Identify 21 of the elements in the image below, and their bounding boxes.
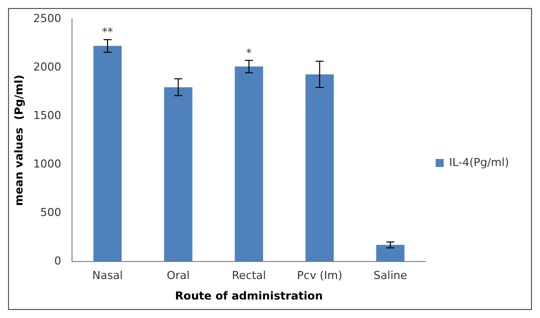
x-tick-label: Oral — [166, 269, 190, 282]
y-axis-title: mean values (Pg/ml) — [12, 74, 26, 206]
y-tick-label: 2000 — [33, 60, 62, 74]
x-tick-label: Pcv (Im) — [297, 269, 342, 282]
y-tick-label: 0 — [54, 254, 62, 268]
legend-label: IL-4(Pg/ml) — [449, 156, 510, 169]
bar — [93, 46, 122, 262]
y-tick-label: 2500 — [33, 12, 62, 25]
x-tick-label: Nasal — [92, 269, 123, 282]
x-tick-label: Saline — [374, 269, 408, 282]
annotation: ** — [102, 26, 114, 39]
annotation: * — [246, 46, 252, 60]
y-tick-label: 500 — [40, 206, 62, 219]
y-tick-label: 1500 — [33, 108, 62, 122]
x-tick-label: Rectal — [232, 269, 266, 282]
y-tick-label: 1000 — [33, 157, 62, 170]
bar — [164, 87, 192, 262]
bar — [376, 244, 404, 262]
bar — [305, 74, 334, 262]
x-axis-title: Route of administration — [175, 289, 323, 302]
bar — [234, 66, 264, 262]
